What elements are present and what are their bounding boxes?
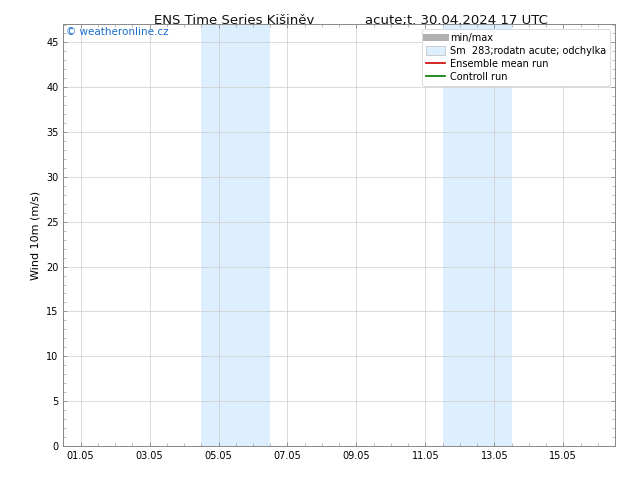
Y-axis label: Wind 10m (m/s): Wind 10m (m/s) xyxy=(30,191,41,280)
Bar xyxy=(202,24,270,446)
Text: ENS Time Series Kišiněv: ENS Time Series Kišiněv xyxy=(155,14,314,27)
Bar xyxy=(443,24,512,446)
Legend: min/max, Sm  283;rodatn acute; odchylka, Ensemble mean run, Controll run: min/max, Sm 283;rodatn acute; odchylka, … xyxy=(422,29,610,86)
Text: acute;t. 30.04.2024 17 UTC: acute;t. 30.04.2024 17 UTC xyxy=(365,14,548,27)
Text: © weatheronline.cz: © weatheronline.cz xyxy=(66,26,169,37)
